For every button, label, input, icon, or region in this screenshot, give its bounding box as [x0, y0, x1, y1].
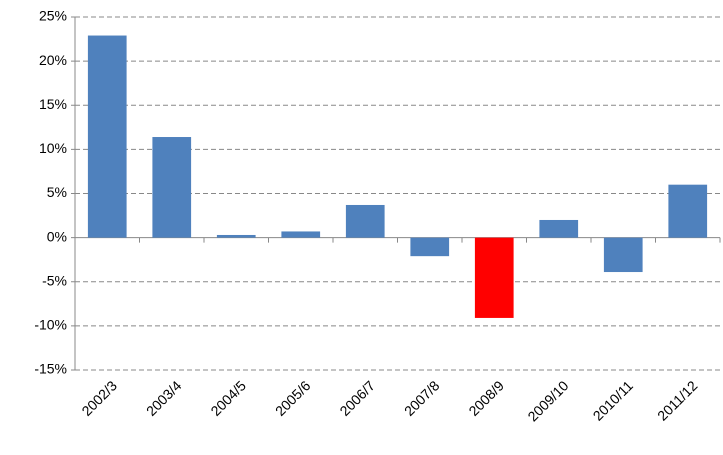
x-tick-label: 2003/4	[143, 377, 185, 419]
y-tick-label: -5%	[42, 272, 67, 288]
bar	[668, 184, 708, 238]
bar	[410, 237, 450, 257]
x-tick-label: 2005/6	[272, 377, 314, 419]
bar	[603, 237, 643, 273]
y-tick-label: -15%	[34, 361, 67, 377]
x-tick-label: 2011/12	[654, 377, 701, 424]
bar	[539, 219, 579, 238]
y-tick-label: -10%	[34, 317, 67, 333]
y-tick-label: 25%	[39, 8, 67, 24]
bar	[281, 231, 321, 238]
bar	[345, 204, 385, 238]
bar	[152, 137, 192, 238]
bar	[216, 234, 256, 238]
x-tick-label: 2008/9	[465, 377, 507, 419]
x-tick-label: 2007/8	[401, 377, 443, 419]
x-tick-label: 2002/3	[78, 377, 120, 419]
x-tick-label: 2006/7	[336, 377, 378, 419]
x-tick-label: 2009/10	[524, 377, 571, 424]
bar	[474, 237, 514, 318]
y-tick-label: 5%	[47, 184, 67, 200]
x-tick-label: 2010/11	[590, 377, 637, 424]
x-tick-label: 2004/5	[207, 377, 249, 419]
bar	[87, 35, 127, 238]
y-tick-label: 10%	[39, 140, 67, 156]
y-tick-label: 20%	[39, 52, 67, 68]
y-tick-label: 15%	[39, 96, 67, 112]
y-tick-label: 0%	[47, 228, 67, 244]
